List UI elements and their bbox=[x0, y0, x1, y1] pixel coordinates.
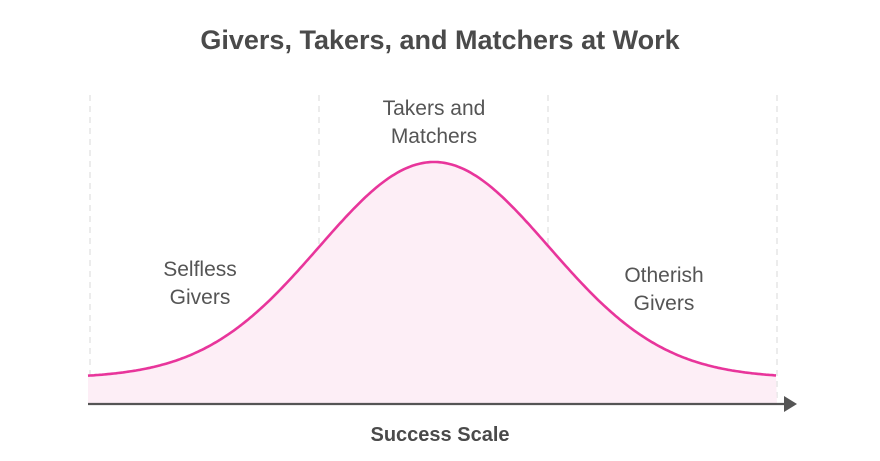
x-axis-label: Success Scale bbox=[371, 424, 510, 446]
x-axis-arrow-icon bbox=[784, 396, 797, 412]
annotation-line: Matchers bbox=[391, 125, 477, 148]
annotation-otherish-givers: Otherish Givers bbox=[624, 264, 703, 315]
annotation-takers-and-matchers: Takers and Matchers bbox=[383, 97, 486, 148]
distribution-curve bbox=[87, 160, 777, 377]
distribution-area-fill bbox=[88, 162, 777, 404]
annotation-line: Givers bbox=[634, 292, 695, 315]
annotation-line: Takers and bbox=[383, 97, 486, 120]
chart-title: Givers, Takers, and Matchers at Work bbox=[200, 25, 680, 55]
annotation-line: Givers bbox=[170, 286, 231, 309]
annotation-line: Otherish bbox=[624, 264, 703, 287]
annotation-line: Selfless bbox=[163, 258, 237, 281]
annotation-selfless-givers: Selfless Givers bbox=[163, 258, 237, 309]
